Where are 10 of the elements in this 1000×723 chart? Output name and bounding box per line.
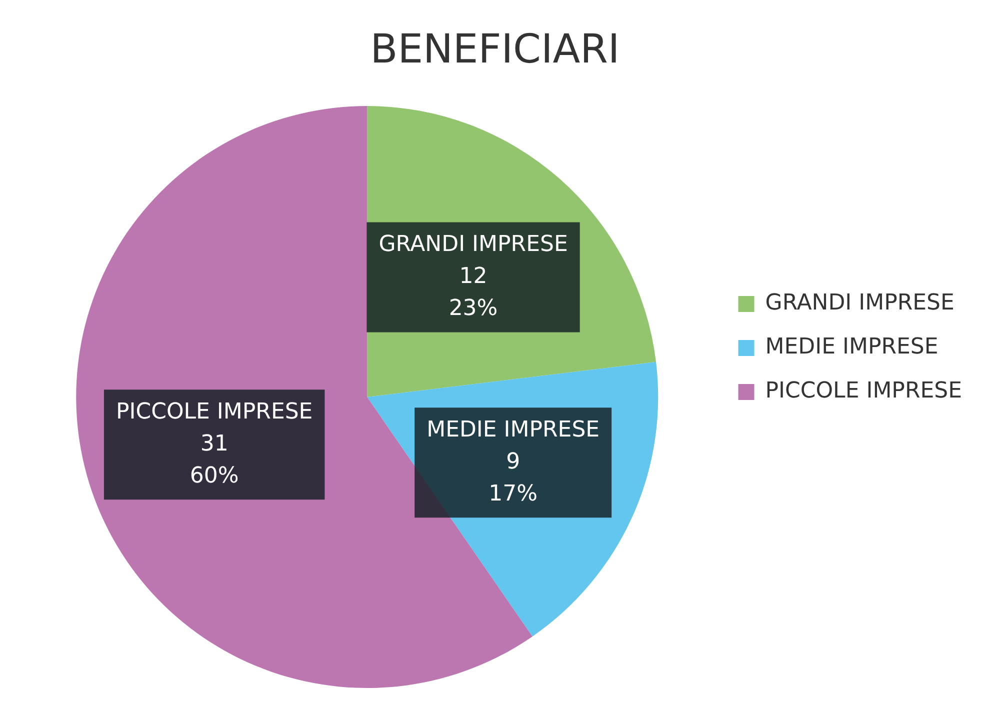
slice-label: GRANDI IMPRESE — [378, 232, 568, 257]
data-label: 9 17% — [488, 449, 538, 506]
legend-label: GRANDI IMPRESE — [765, 290, 954, 316]
chart-title: BENEFICIARI — [370, 26, 620, 72]
legend-label: PICCOLE IMPRESE — [765, 378, 962, 404]
slice-label: MEDIE IMPRESE — [426, 417, 600, 442]
data-label: 12 23% — [448, 264, 498, 321]
slice-label: PICCOLE IMPRESE — [116, 399, 313, 424]
data-label: 31 60% — [190, 431, 239, 488]
legend-label: MEDIE IMPRESE — [765, 334, 938, 360]
